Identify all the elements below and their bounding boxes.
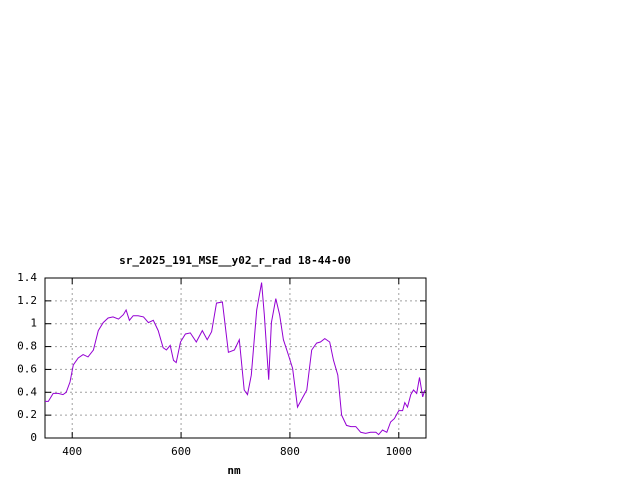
y-tick-label: 0.6 <box>17 362 37 375</box>
x-tick-label: 1000 <box>386 445 413 458</box>
y-tick-label: 0 <box>30 431 37 444</box>
y-tick-label: 0.4 <box>17 385 37 398</box>
x-tick-label: 400 <box>62 445 82 458</box>
x-tick-label: 600 <box>171 445 191 458</box>
y-tick-label: 0.2 <box>17 408 37 421</box>
y-tick-label: 1 <box>30 317 37 330</box>
y-tick-label: 1.4 <box>17 271 37 284</box>
data-line <box>45 282 426 436</box>
chart-title: sr_2025_191_MSE__y02_r_rad 18-44-00 <box>119 254 351 267</box>
plot-border <box>44 277 427 439</box>
y-tick-label: 0.8 <box>17 340 37 353</box>
y-tick-label: 1.2 <box>17 294 37 307</box>
x-axis-label: nm <box>227 464 241 477</box>
x-tick-label: 800 <box>280 445 300 458</box>
